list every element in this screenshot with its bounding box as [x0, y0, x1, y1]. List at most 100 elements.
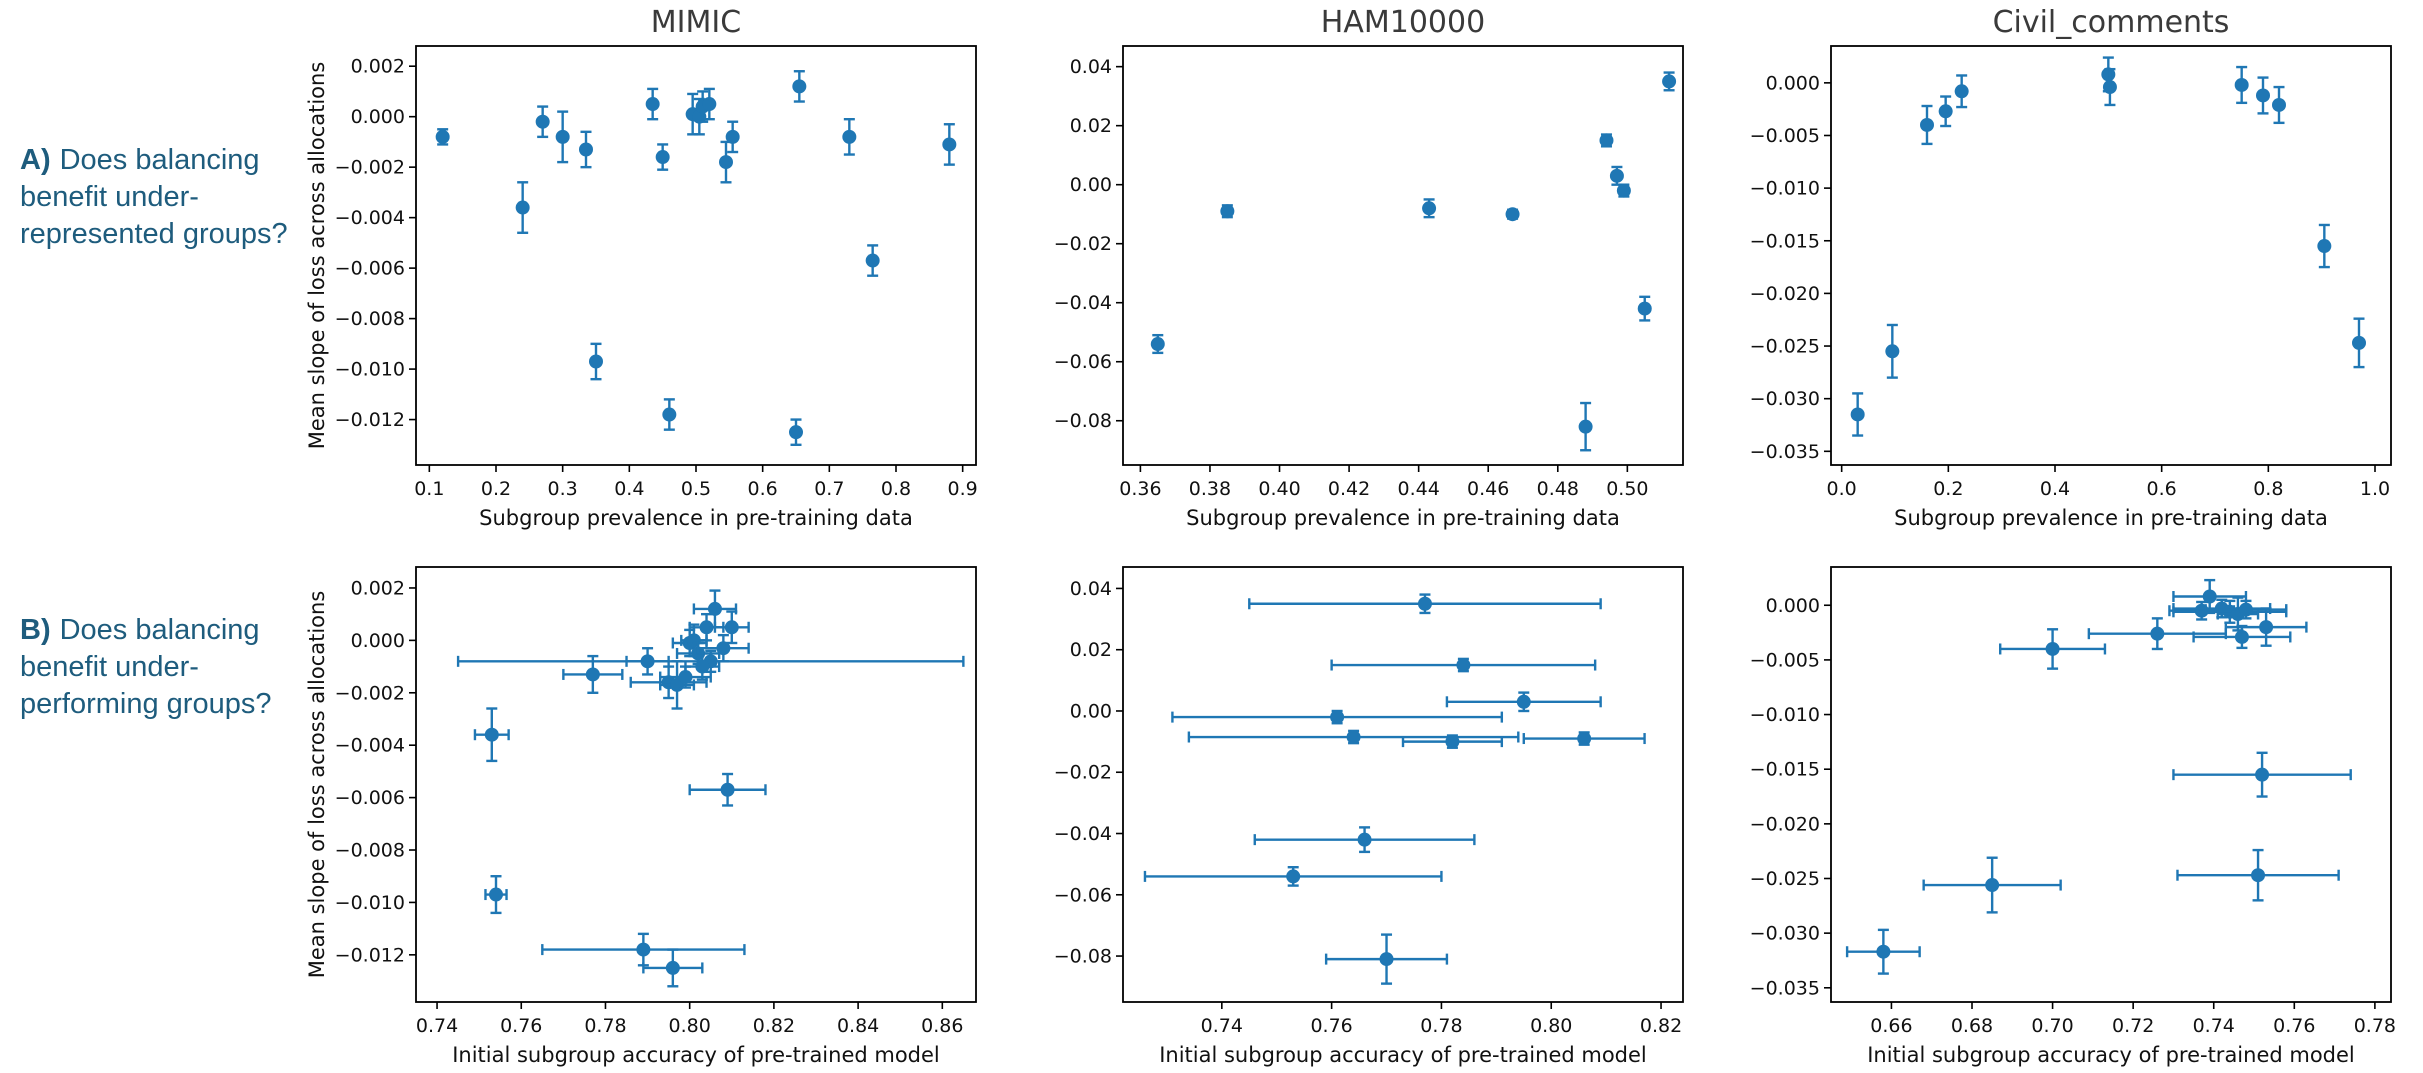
data-point-marker	[2239, 602, 2254, 617]
data-point-marker	[2251, 868, 2266, 883]
data-point-marker	[865, 253, 880, 268]
x-tick-label: 0.50	[1607, 478, 1649, 500]
axes-box	[1830, 45, 2393, 466]
x-tick-label: 0.82	[1640, 1015, 1682, 1037]
y-tick-label: −0.04	[1054, 823, 1112, 845]
data-point-marker	[699, 620, 714, 635]
data-point-marker	[585, 667, 600, 682]
panel-a-mimic-prevalence: MIMIC 0.1 0.2 0.3 0.4 0.5 0.6 0.7 0.8 0.9 0.002 0.0…	[304, 0, 1004, 540]
x-tick-label: 0.3	[547, 478, 577, 500]
data-point-marker	[1445, 734, 1460, 749]
data-point-marker	[578, 142, 593, 157]
data-point-marker	[1577, 731, 1592, 746]
data-point-marker	[942, 137, 957, 152]
y-tick-label: −0.030	[1750, 388, 1820, 410]
y-tick-label: −0.010	[335, 359, 405, 381]
y-tick-label: −0.025	[1750, 336, 1820, 358]
data-point-marker	[2235, 629, 2250, 644]
data-point-marker	[702, 97, 717, 112]
y-tick-label: −0.015	[1750, 759, 1820, 781]
data-point-marker	[1220, 204, 1235, 219]
data-point-marker	[720, 782, 735, 797]
data-points	[1151, 71, 1677, 452]
y-tick-label: −0.005	[1750, 649, 1820, 671]
data-points	[456, 589, 965, 988]
x-tick-label: 1.0	[2360, 478, 2390, 500]
y-tick-label: −0.020	[1750, 283, 1820, 305]
data-point-marker	[2202, 589, 2217, 604]
x-tick-label: 0.5	[681, 478, 711, 500]
x-axis-label: Initial subgroup accuracy of pre-trained…	[1867, 1043, 2355, 1067]
x-tick-label: 0.86	[921, 1015, 963, 1037]
question-a-text-2: benefit under-	[20, 181, 199, 213]
y-tick-label: −0.005	[1750, 125, 1820, 147]
y-tick-label: −0.010	[335, 892, 405, 914]
data-point-marker	[1662, 74, 1677, 89]
x-tick-label: 0.0	[1827, 478, 1857, 500]
data-point-marker	[1456, 658, 1471, 673]
axes-box	[1122, 45, 1685, 466]
y-tick-label: −0.02	[1054, 762, 1112, 784]
y-tick-label: −0.004	[335, 207, 405, 229]
scatter-plot-svg: Civil_comments 0.0 0.2 0.4 0.6 0.8 1.0 0.000 −0.…	[1750, 5, 2393, 530]
data-point-marker	[588, 354, 603, 369]
y-tick-label: −0.012	[335, 944, 405, 966]
panel-a-civil-comments-prevalence: Civil_comments 0.0 0.2 0.4 0.6 0.8 1.0 0.000 −0.…	[1719, 0, 2419, 540]
y-tick-label: −0.012	[335, 409, 405, 431]
x-tick-label: 0.7	[814, 478, 844, 500]
x-tick-label: 0.38	[1189, 478, 1231, 500]
data-point-marker	[645, 97, 660, 112]
data-point-marker	[725, 129, 740, 144]
y-tick-label: −0.010	[1750, 178, 1820, 200]
y-tick-label: 0.04	[1070, 578, 1112, 600]
question-b-prefix: B)	[20, 614, 51, 646]
x-tick-label: 0.80	[1531, 1015, 1573, 1037]
data-point-marker	[2101, 67, 2116, 82]
question-b-text-1: Does balancing	[59, 614, 260, 646]
x-axis-label: Subgroup prevalence in pre-training data	[1187, 506, 1621, 530]
x-axis-label: Initial subgroup accuracy of pre-trained…	[452, 1043, 940, 1067]
x-tick-label: 0.70	[2032, 1015, 2074, 1037]
data-point-marker	[636, 942, 651, 957]
data-point-marker	[2272, 97, 2287, 112]
x-tick-label: 0.80	[668, 1015, 710, 1037]
panel-b-ham10000-accuracy: 0.74 0.76 0.78 0.80 0.82 0.04 0.02 0.00 −0.02 −0.…	[1011, 537, 1711, 1073]
cell-a-civil-comments: Civil_comments 0.0 0.2 0.4 0.6 0.8 1.0 0.000 −0.…	[1715, 0, 2423, 537]
data-point-marker	[2317, 239, 2332, 254]
x-tick-label: 0.4	[614, 478, 644, 500]
axes-box	[1830, 566, 2393, 1003]
y-tick-label: −0.006	[335, 787, 405, 809]
plot-title: HAM10000	[1321, 5, 1485, 40]
x-tick-label: 0.8	[881, 478, 911, 500]
y-tick-label: 0.000	[1766, 72, 1820, 94]
cell-a-ham10000: HAM10000 0.36 0.38 0.40 0.42 0.44 0.46 0.48 0.50…	[1008, 0, 1716, 537]
y-tick-label: 0.04	[1070, 56, 1112, 78]
y-tick-label: 0.000	[1766, 595, 1820, 617]
x-axis-label: Subgroup prevalence in pre-training data	[479, 506, 913, 530]
y-tick-label: 0.02	[1070, 639, 1112, 661]
scatter-plot-svg: 0.74 0.76 0.78 0.80 0.82 0.04 0.02 0.00 −0.02 −0.…	[1054, 566, 1685, 1067]
x-tick-label: 0.8	[2253, 478, 2283, 500]
y-tick-label: −0.04	[1054, 292, 1112, 314]
question-b-text-3: performing groups?	[20, 688, 272, 720]
panel-b-civil-comments-accuracy: 0.66 0.68 0.70 0.72 0.74 0.76 0.78 0.000 −0.005 −…	[1719, 537, 2419, 1073]
x-tick-label: 0.84	[837, 1015, 879, 1037]
data-point-marker	[842, 129, 857, 144]
x-axis-label: Initial subgroup accuracy of pre-trained…	[1160, 1043, 1648, 1067]
data-point-marker	[665, 960, 680, 975]
data-points	[435, 70, 957, 447]
y-tick-label: −0.002	[335, 682, 405, 704]
y-tick-label: −0.006	[335, 258, 405, 280]
x-tick-label: 0.6	[747, 478, 777, 500]
data-points	[1850, 56, 2367, 437]
data-point-marker	[1599, 133, 1614, 148]
axes-box	[414, 45, 977, 466]
x-tick-label: 0.2	[1933, 478, 1963, 500]
data-point-marker	[1850, 407, 1865, 422]
y-tick-label: 0.00	[1070, 700, 1112, 722]
data-point-marker	[716, 641, 731, 656]
y-tick-label: −0.020	[1750, 813, 1820, 835]
data-point-marker	[788, 425, 803, 440]
question-a-line-1: A) Does balancing	[20, 142, 288, 179]
